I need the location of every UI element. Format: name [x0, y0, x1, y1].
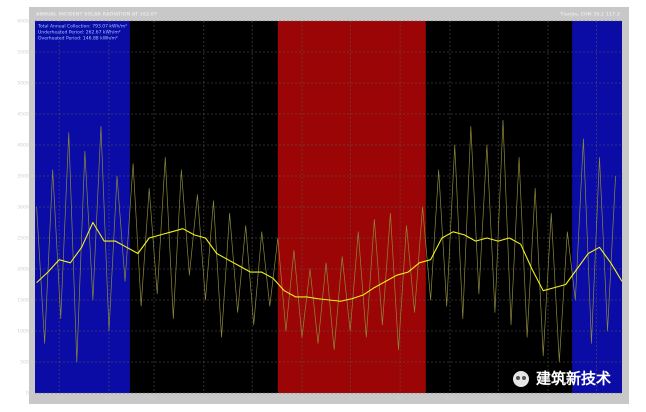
y-tick-label: 2000.0: [17, 267, 33, 273]
x-tick-label: May: [247, 396, 257, 402]
watermark-icon: [522, 376, 526, 380]
chart-title: ANNUAL INCIDENT SOLAR RADIATION AT 162.0…: [36, 12, 157, 18]
x-tick-label: Jan: [55, 396, 63, 402]
y-tick-label: 5500.0: [17, 50, 33, 56]
y-tick-label: 3500.0: [17, 174, 33, 180]
y-tick-label: 2500.0: [17, 236, 33, 242]
chart-subtitle: Tianjin, CHN 39.1 117.2: [560, 12, 620, 18]
annotation: Overheated Period: 146.88 kWh/m²: [38, 36, 118, 42]
x-tick-label: Aug: [396, 396, 405, 402]
data-line: [36, 119, 616, 363]
y-tick-label: 1500.0: [17, 298, 33, 304]
y-tick-label: 0.0: [26, 391, 33, 397]
annotation: Total Annual Collection: 793.07 kWh/m²: [37, 24, 127, 30]
y-tick-label: 3000.0: [17, 205, 33, 211]
data-line: [36, 221, 623, 302]
y-tick-label: 500.0: [20, 360, 33, 366]
y-tick-label: 5000.0: [17, 81, 33, 87]
x-tick-label: Sep: [446, 396, 455, 402]
y-tick-label: 6000.0: [17, 19, 33, 25]
x-tick-label: Mar: [150, 396, 159, 402]
x-tick-label: Jul: [346, 396, 352, 402]
annotation: Underheated Period: 262.67 kWh/m²: [38, 30, 121, 36]
watermark-icon: [516, 376, 520, 380]
x-tick-label: Nov: [544, 396, 553, 402]
watermark-text: 建筑新技术: [536, 370, 611, 388]
watermark: 建筑新技术: [513, 370, 611, 388]
x-tick-label: Jun: [297, 396, 305, 402]
x-tick-label: Apr: [200, 396, 208, 402]
watermark-icon: [513, 371, 529, 387]
x-tick-label: Feb: [105, 396, 113, 402]
x-tick-label: Dec: [592, 396, 601, 402]
y-tick-label: 4500.0: [17, 112, 33, 118]
y-tick-label: 1000.0: [17, 329, 33, 335]
y-tick-label: 4000.0: [17, 143, 33, 149]
x-tick-label: Oct: [494, 396, 502, 402]
